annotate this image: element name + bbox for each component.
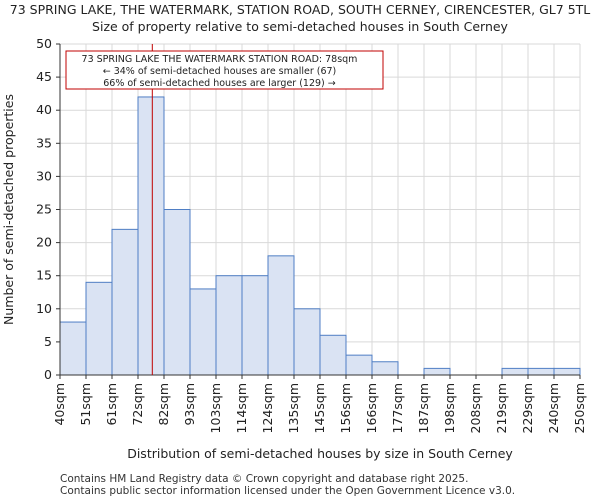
bar <box>423 367 451 376</box>
x-tick-label: 40sqm <box>52 383 67 426</box>
bar <box>215 275 243 376</box>
bar <box>85 281 113 376</box>
bar <box>501 367 529 376</box>
annotation-line: 73 SPRING LAKE THE WATERMARK STATION ROA… <box>82 54 358 65</box>
y-tick-label: 10 <box>36 301 52 316</box>
y-tick-label: 0 <box>44 367 52 382</box>
y-tick-label: 5 <box>44 334 52 349</box>
x-tick-label: 250sqm <box>572 383 587 433</box>
chart-subtitle: Size of property relative to semi-detach… <box>92 19 508 34</box>
bar <box>189 288 217 376</box>
bar <box>319 334 347 376</box>
bar <box>59 321 87 376</box>
chart-title: 73 SPRING LAKE, THE WATERMARK, STATION R… <box>9 2 591 17</box>
bar <box>371 361 399 376</box>
bar <box>553 367 581 376</box>
x-tick-label: 208sqm <box>468 383 483 433</box>
bar <box>267 255 295 376</box>
y-tick-label: 45 <box>36 69 52 84</box>
x-tick-label: 93sqm <box>182 383 197 426</box>
x-tick-label: 51sqm <box>78 383 93 426</box>
bar <box>137 96 165 376</box>
bar <box>345 354 373 376</box>
y-tick-label: 35 <box>36 135 52 150</box>
x-tick-label: 135sqm <box>286 383 301 433</box>
x-tick-label: 156sqm <box>338 383 353 433</box>
annotation-line: ← 34% of semi-detached houses are smalle… <box>103 66 337 77</box>
footer-line-1: Contains HM Land Registry data © Crown c… <box>60 473 469 485</box>
y-tick-label: 50 <box>36 36 52 51</box>
bar <box>527 367 555 376</box>
y-tick-label: 25 <box>36 202 52 217</box>
x-tick-label: 240sqm <box>546 383 561 433</box>
x-tick-label: 103sqm <box>208 383 223 433</box>
bar <box>163 209 191 376</box>
annotation-box <box>65 50 384 90</box>
bar <box>293 308 321 376</box>
x-tick-label: 124sqm <box>260 383 275 433</box>
y-tick-label: 15 <box>36 268 52 283</box>
annotation-line: 66% of semi-detached houses are larger (… <box>103 78 336 89</box>
x-tick-label: 187sqm <box>416 383 431 433</box>
x-tick-label: 229sqm <box>520 383 535 433</box>
y-tick-label: 20 <box>36 235 52 250</box>
x-tick-label: 114sqm <box>234 383 249 433</box>
y-tick-label: 30 <box>36 168 52 183</box>
bar <box>241 275 269 376</box>
bar <box>111 228 139 376</box>
x-tick-label: 177sqm <box>390 383 405 433</box>
x-tick-label: 166sqm <box>364 383 379 433</box>
y-axis-label: Number of semi-detached properties <box>1 94 16 325</box>
x-axis-label: Distribution of semi-detached houses by … <box>127 446 513 461</box>
x-tick-label: 145sqm <box>312 383 327 433</box>
y-tick-label: 40 <box>36 102 52 117</box>
x-tick-label: 82sqm <box>156 383 171 426</box>
footer-line-2: Contains public sector information licen… <box>60 485 516 497</box>
x-tick-label: 72sqm <box>130 383 145 426</box>
x-tick-label: 61sqm <box>104 383 119 426</box>
x-tick-label: 198sqm <box>442 383 457 433</box>
x-tick-label: 219sqm <box>494 383 509 433</box>
